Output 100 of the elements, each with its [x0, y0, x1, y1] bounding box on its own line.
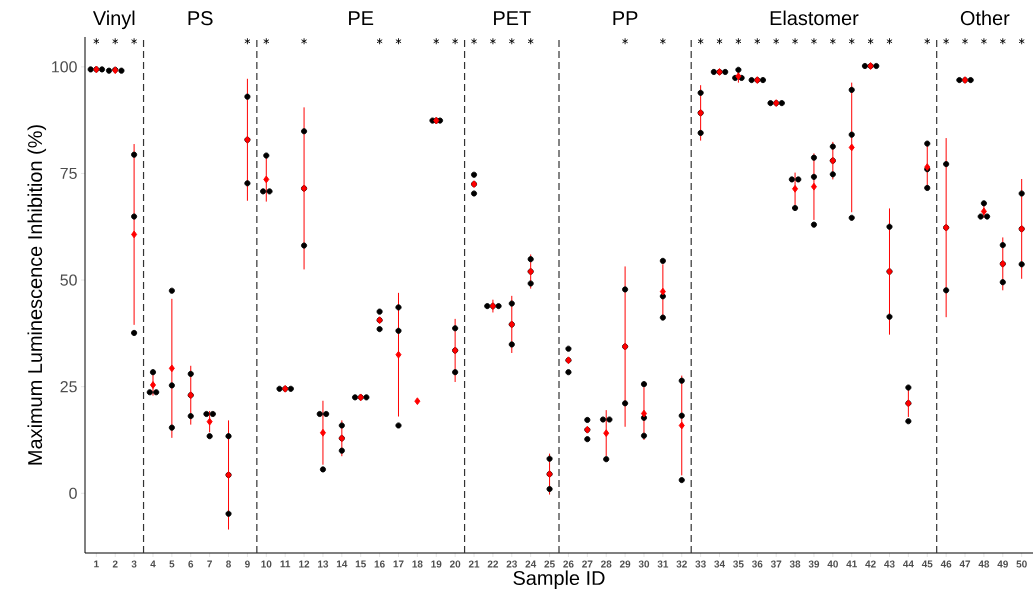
point [263, 37, 270, 45]
point [319, 428, 326, 437]
text: PE [349, 11, 374, 25]
point [622, 37, 629, 45]
x-tick-label: 49 [997, 560, 1008, 568]
text: PS [188, 11, 213, 26]
point [395, 37, 402, 45]
point [980, 37, 987, 45]
point [376, 37, 383, 45]
point [301, 37, 308, 45]
x-tick-label: 47 [959, 560, 971, 568]
x-tick-label: 9 [244, 560, 250, 568]
point [527, 37, 534, 45]
x-tick-label: 8 [226, 560, 231, 568]
x-tick-label: 28 [601, 560, 612, 568]
x-tick-label: 40 [827, 560, 838, 568]
point [489, 37, 496, 45]
x-tick-label: 27 [582, 560, 593, 568]
x-tick-label: 2 [112, 560, 118, 568]
x-tick-label: 30 [638, 560, 650, 568]
point [414, 397, 421, 406]
point [206, 417, 213, 426]
x-tick-label: 24 [525, 560, 537, 568]
x-tick-label: 13 [318, 560, 329, 568]
x-tick-label: 34 [714, 560, 726, 568]
x-tick-label: 46 [940, 560, 952, 568]
x-tick-label: 37 [770, 560, 782, 568]
y-tick-label: 100 [52, 61, 77, 73]
point [848, 143, 855, 152]
x-tick-label: 21 [468, 560, 480, 568]
x-tick-label: 32 [676, 560, 687, 568]
point [961, 37, 969, 45]
text: Other [960, 10, 1010, 26]
point [943, 37, 950, 45]
x-tick-label: 17 [393, 560, 404, 568]
point [112, 37, 119, 45]
point [848, 37, 855, 45]
point [395, 350, 402, 359]
text: PET [494, 11, 531, 25]
x-tick-label: 7 [207, 560, 212, 568]
x-tick-label: 4 [150, 560, 156, 568]
point [678, 421, 685, 430]
y-axis-title: Maximum Luminescence Inhibition (%) [27, 125, 47, 465]
x-tick-label: 12 [299, 560, 310, 568]
point [131, 37, 138, 45]
point [810, 37, 817, 45]
x-tick-label: 16 [374, 560, 385, 568]
point [244, 37, 251, 45]
y-tick-label: 75 [60, 167, 77, 180]
x-tick-label: 29 [619, 560, 631, 568]
point [867, 37, 874, 45]
point [659, 287, 666, 296]
point [810, 182, 817, 191]
x-tick-label: 5 [169, 560, 175, 568]
point [792, 184, 799, 193]
x-tick-label: 20 [449, 560, 461, 568]
point [168, 364, 175, 373]
point [697, 37, 704, 45]
point [773, 37, 780, 45]
point [603, 429, 610, 438]
x-axis-title: Sample ID [513, 570, 605, 590]
point [433, 37, 440, 45]
point [470, 37, 478, 45]
x-tick-label: 23 [506, 560, 517, 568]
x-tick-label: 44 [902, 560, 914, 568]
x-tick-label: 14 [336, 560, 348, 568]
y-tick-label: 25 [60, 381, 77, 393]
point [640, 409, 647, 418]
x-tick-label: 38 [789, 560, 801, 568]
x-tick-label: 41 [846, 560, 857, 568]
x-tick-label: 45 [921, 560, 933, 568]
x-tick-label: 48 [978, 560, 990, 568]
x-tick-label: 10 [261, 560, 272, 568]
x-tick-label: 35 [733, 560, 744, 568]
point [93, 37, 100, 45]
x-tick-label: 50 [1016, 560, 1027, 568]
x-tick-label: 22 [487, 560, 499, 568]
point [263, 175, 270, 184]
x-tick-label: 33 [695, 560, 706, 568]
x-tick-label: 26 [563, 560, 574, 568]
x-tick-label: 39 [808, 560, 820, 568]
y-tick-label: 0 [69, 487, 77, 499]
x-tick-label: 15 [355, 560, 366, 568]
point [659, 37, 666, 45]
point [754, 37, 761, 45]
text: Elastomer [770, 10, 859, 26]
x-tick-label: 42 [865, 560, 876, 568]
point [508, 37, 515, 45]
point [924, 37, 931, 45]
point [1018, 37, 1025, 45]
point [716, 37, 723, 45]
x-tick-label: 6 [188, 560, 194, 568]
x-tick-label: 43 [884, 560, 895, 568]
x-tick-label: 19 [431, 560, 442, 568]
x-tick-label: 11 [280, 560, 291, 568]
point [149, 381, 156, 389]
point [735, 37, 742, 45]
point [999, 37, 1006, 45]
x-tick-label: 18 [412, 560, 423, 568]
point [792, 37, 799, 45]
